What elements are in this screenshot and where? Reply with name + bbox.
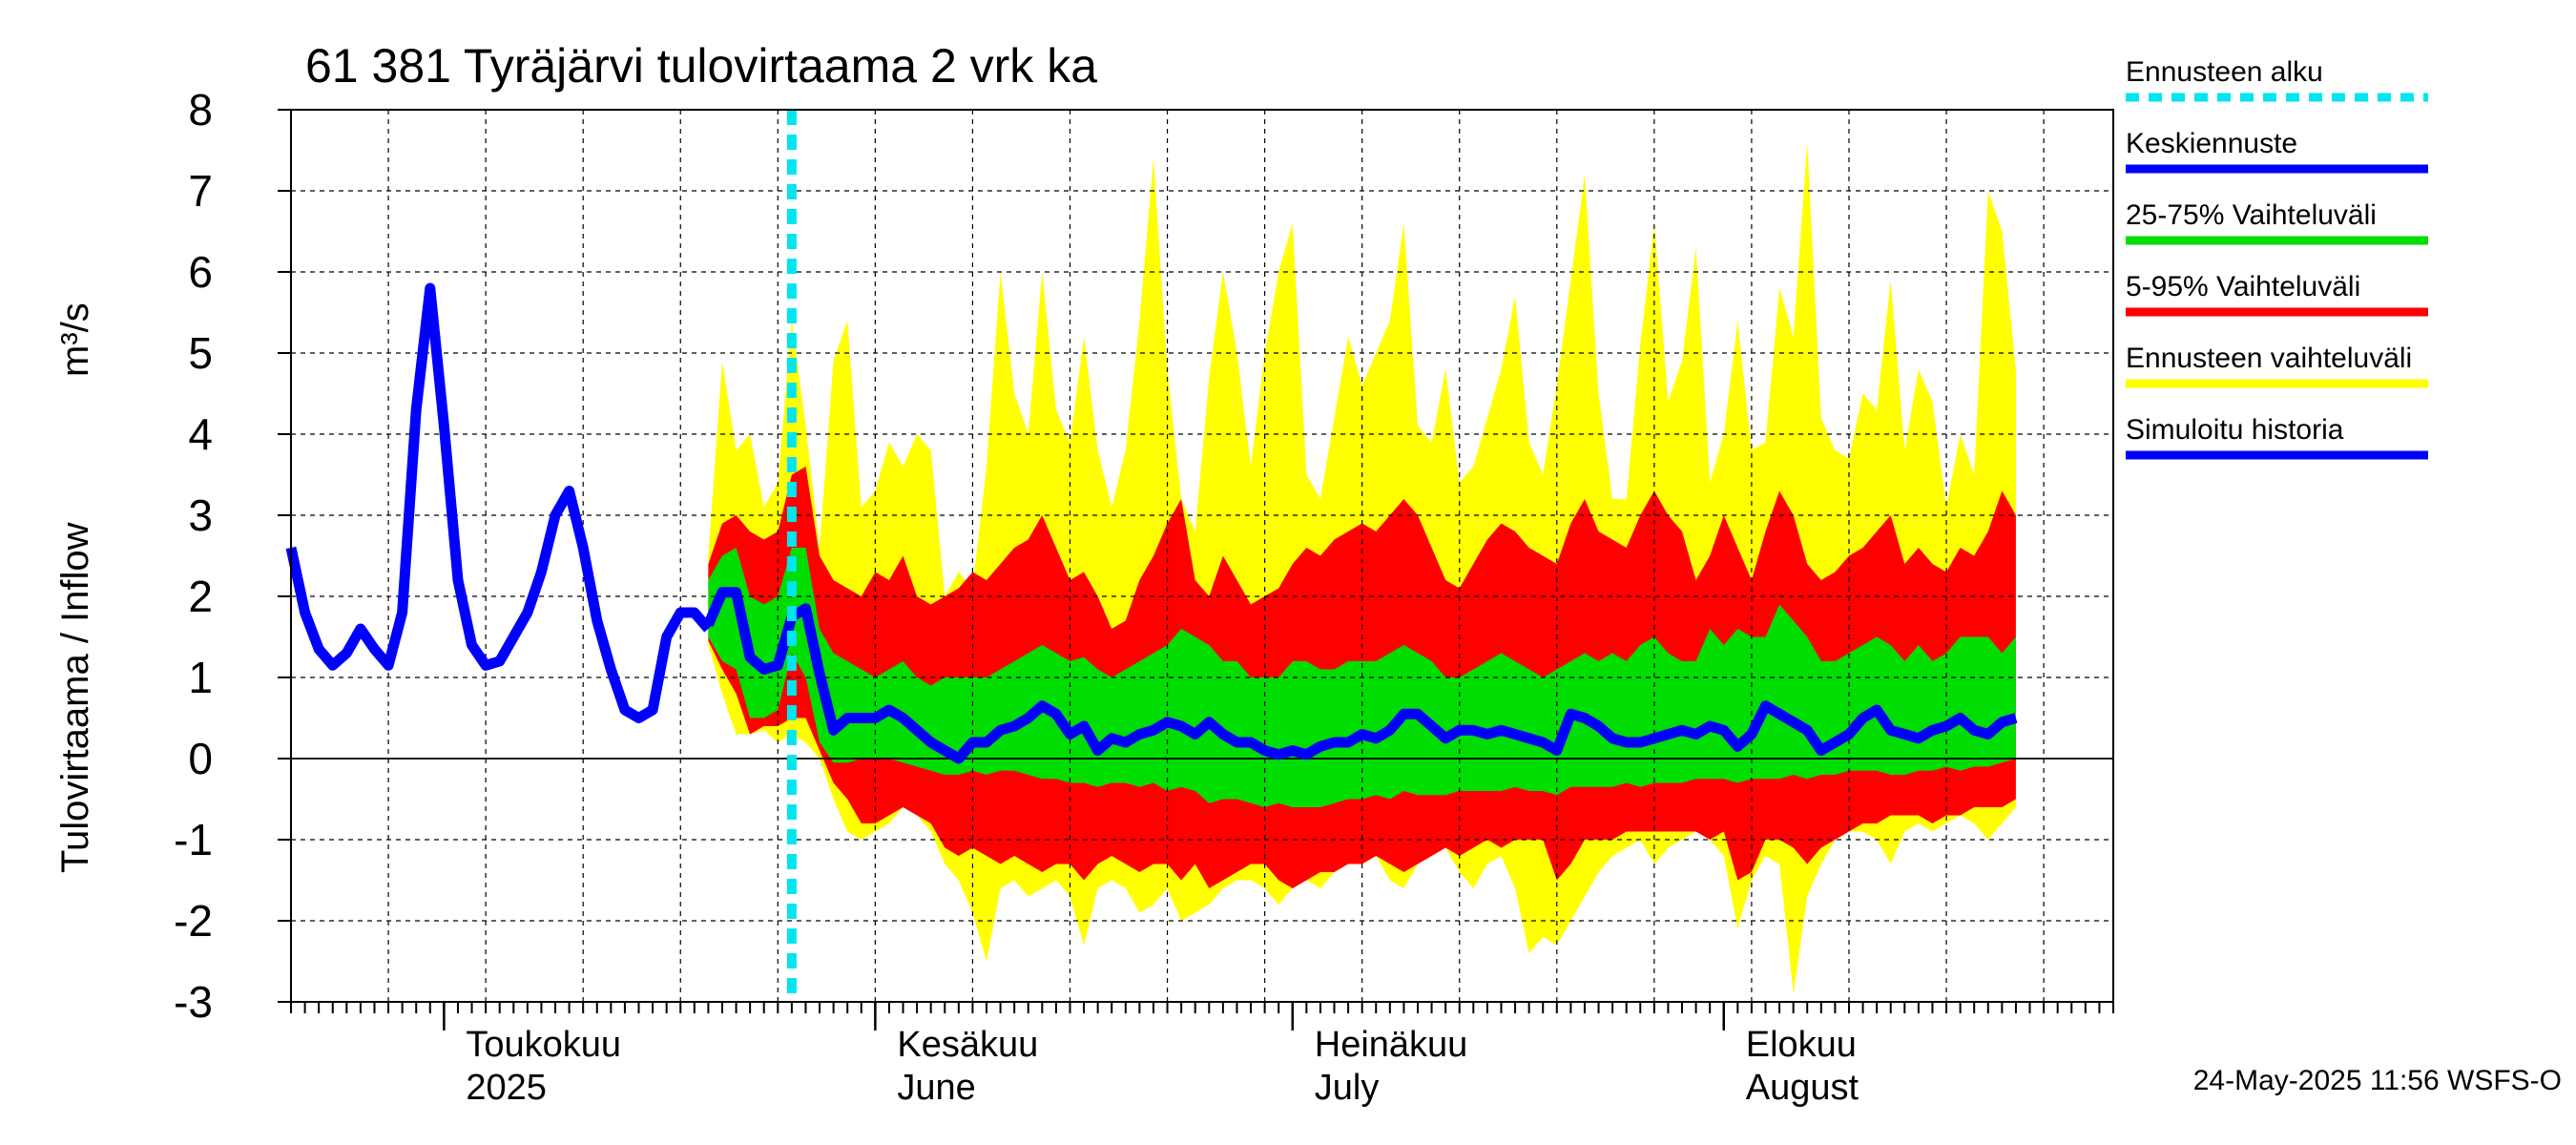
y-tick-label: 7 [188,166,213,216]
y-tick-label: 2 [188,572,213,621]
history-line [285,282,713,723]
y-tick-label: 5 [188,328,213,378]
legend-label: Ennusteen alku [2126,56,2323,88]
x-month-label-fi: Toukokuu [466,1025,621,1065]
chart-title: 61 381 Tyräjärvi tulovirtaama 2 vrk ka [305,39,1097,93]
y-axis: -3 -2 -1 0 1 2 3 4 5 6 7 8 [174,85,291,1027]
x-month-label-en: 2025 [466,1068,547,1108]
y-axis-unit: m³/s [54,302,96,377]
timestamp: 24-May-2025 11:56 WSFS-O [2193,1065,2562,1096]
x-month-label-en: August [1746,1068,1859,1108]
y-tick-label: 4 [188,409,213,459]
y-tick-label: 6 [188,247,213,297]
y-tick-label: -3 [174,977,213,1027]
legend: Ennusteen alku Keskiennuste 25-75% Vaihtel… [2126,56,2428,460]
y-tick-label: 0 [188,734,213,783]
x-month-label-fi: Kesäkuu [897,1025,1038,1065]
legend-label: Ennusteen vaihteluväli [2126,343,2412,374]
legend-label: 5-95% Vaihteluväli [2126,271,2360,302]
legend-label: Keskiennuste [2126,128,2297,159]
y-tick-label: 3 [188,490,213,540]
legend-label: Simuloitu historia [2126,414,2344,446]
grid [291,110,2113,1002]
plot-frame [290,109,2114,1003]
y-tick-label: 1 [188,653,213,702]
median-line [703,587,2018,764]
y-axis-label: Tulovirtaama / Inflow [54,522,96,873]
y-tick-label: -2 [174,896,213,946]
series-lines [285,110,2018,1002]
legend-label: 25-75% Vaihteluväli [2126,199,2377,231]
x-month-label-fi: Elokuu [1746,1025,1857,1065]
x-month-label-fi: Heinäkuu [1315,1025,1468,1065]
y-tick-label: 8 [188,85,213,135]
y-tick-label: -1 [174,815,213,864]
x-month-label-en: July [1315,1068,1380,1108]
x-month-label-en: June [897,1068,975,1108]
